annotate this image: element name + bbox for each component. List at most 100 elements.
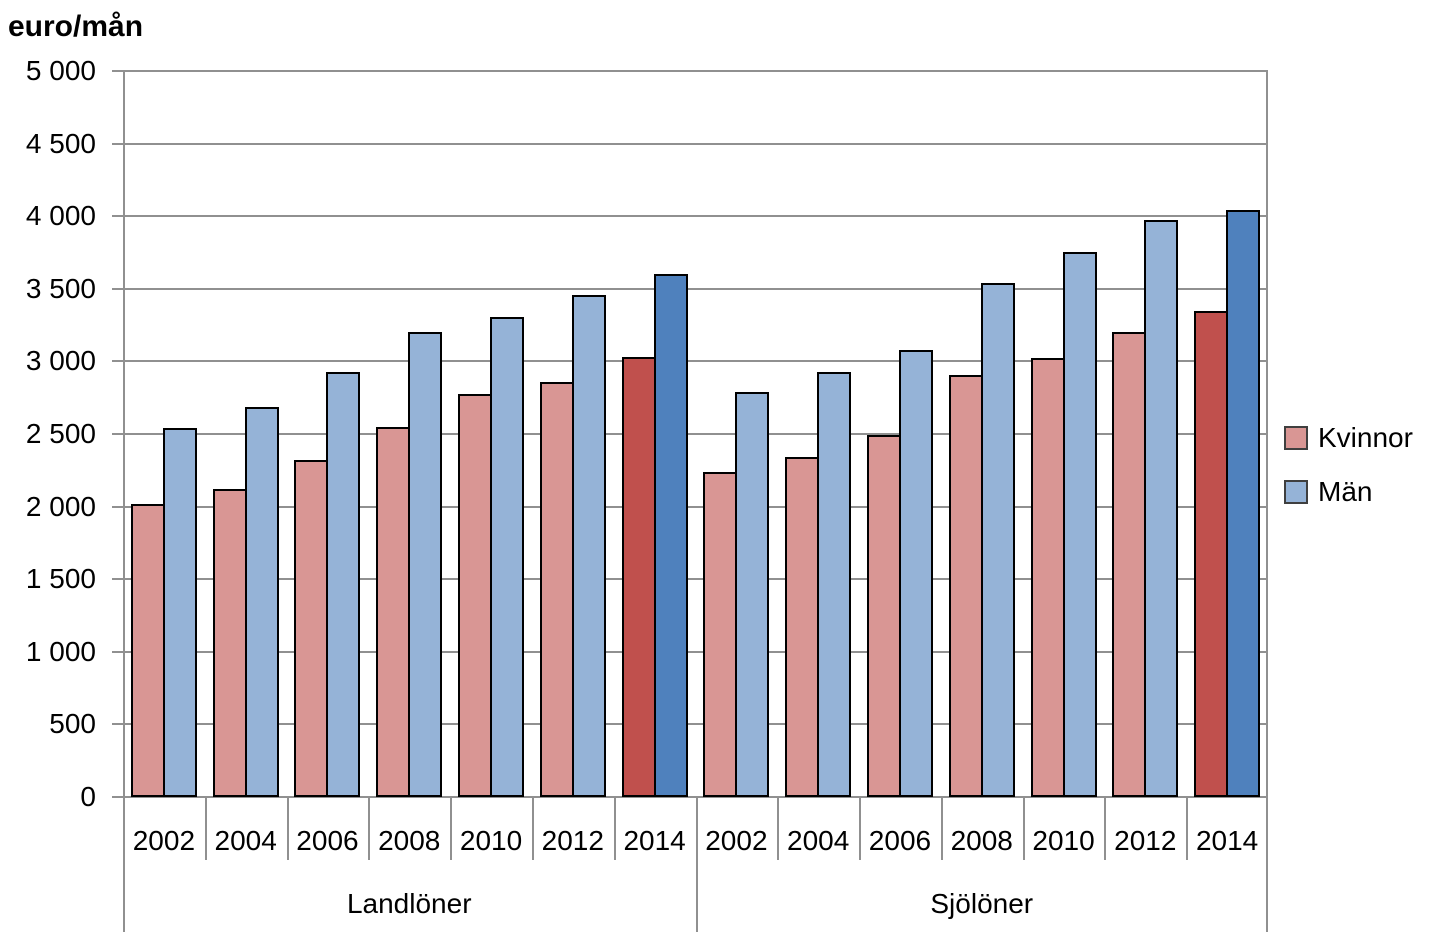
gridline-4000 bbox=[123, 215, 1268, 218]
year-separator bbox=[368, 797, 370, 860]
y-axis-tick bbox=[112, 70, 130, 72]
bar-landloner-2006-kvinnor bbox=[294, 460, 328, 797]
legend-item-kvinnor: Kvinnor bbox=[1284, 422, 1413, 454]
x-tick-2012: 2012 bbox=[1114, 825, 1177, 856]
y-axis-label-3500: 3 500 bbox=[25, 272, 96, 304]
bar-landloner-2012-kvinnor bbox=[540, 382, 574, 797]
x-tick-2014: 2014 bbox=[1195, 825, 1259, 856]
bar-sjoloner-2012-kvinnor bbox=[1112, 332, 1146, 797]
gridline-1500 bbox=[123, 578, 1268, 581]
y-axis-label-500: 500 bbox=[49, 708, 96, 740]
x-tick-2002: 2002 bbox=[705, 825, 768, 856]
bar-landloner-2012-man bbox=[572, 295, 606, 797]
legend-label-man: Män bbox=[1318, 476, 1373, 507]
y-axis-label-1500: 1 500 bbox=[25, 563, 96, 595]
x-tick-2010: 2010 bbox=[1032, 825, 1095, 856]
bar-landloner-2004-man bbox=[245, 407, 279, 797]
x-tick-2006: 2006 bbox=[868, 825, 932, 856]
bar-sjoloner-2004-kvinnor bbox=[785, 457, 819, 797]
y-axis-label-5000: 5 000 bbox=[25, 55, 96, 86]
gridline-1000 bbox=[123, 650, 1268, 653]
y-axis-label-1000: 1 000 bbox=[25, 635, 96, 667]
year-separator bbox=[859, 797, 861, 860]
bar-landloner-2014-kvinnor bbox=[622, 357, 656, 797]
x-tick-2012: 2012 bbox=[541, 825, 604, 856]
y-axis-tick bbox=[112, 287, 130, 290]
y-axis-line bbox=[123, 71, 125, 797]
bar-sjoloner-2010-man bbox=[1063, 252, 1097, 797]
year-separator bbox=[532, 797, 534, 860]
gridline-4500 bbox=[123, 142, 1268, 145]
group-separator bbox=[123, 797, 125, 932]
gridline-2000 bbox=[123, 505, 1268, 508]
x-tick-2004: 2004 bbox=[787, 825, 850, 856]
year-separator bbox=[1104, 797, 1106, 860]
legend-item-man: Män bbox=[1284, 476, 1413, 508]
gridline-500 bbox=[123, 723, 1268, 726]
bar-sjoloner-2006-kvinnor bbox=[867, 435, 901, 797]
year-separator bbox=[205, 797, 207, 860]
y-axis-tick bbox=[112, 650, 130, 653]
bar-landloner-2002-man bbox=[163, 428, 197, 797]
chart-title: euro/mån bbox=[8, 10, 144, 43]
y-axis-tick bbox=[112, 433, 130, 435]
group-label-sjoloner: Sjölöner bbox=[930, 888, 1034, 919]
group-separator bbox=[1266, 797, 1268, 932]
y-axis-tick bbox=[112, 723, 130, 726]
bar-sjoloner-2004-man bbox=[817, 372, 851, 797]
bar-landloner-2010-kvinnor bbox=[458, 394, 492, 797]
x-tick-2010: 2010 bbox=[459, 825, 523, 856]
bar-landloner-2008-man bbox=[408, 332, 442, 797]
x-tick-2008: 2008 bbox=[378, 825, 441, 856]
x-tick-2008: 2008 bbox=[950, 825, 1013, 856]
bar-landloner-2004-kvinnor bbox=[213, 489, 247, 797]
year-separator bbox=[777, 797, 779, 860]
y-axis-label-4000: 4 000 bbox=[25, 200, 96, 232]
x-tick-2002: 2002 bbox=[132, 825, 196, 856]
bar-sjoloner-2002-man bbox=[735, 392, 769, 797]
y-axis-label-2000: 2 000 bbox=[25, 490, 96, 522]
bar-sjoloner-2014-kvinnor bbox=[1194, 311, 1228, 797]
y-axis-tick bbox=[112, 796, 130, 798]
bar-sjoloner-2006-man bbox=[899, 350, 933, 797]
group-label-landloner: Landlöner bbox=[346, 888, 472, 919]
gridline-2500 bbox=[123, 433, 1268, 435]
year-separator bbox=[614, 797, 616, 860]
bar-sjoloner-2010-kvinnor bbox=[1031, 358, 1065, 797]
year-separator bbox=[287, 797, 289, 860]
gridline-5000 bbox=[123, 70, 1268, 72]
y-axis-label-0: 0 bbox=[80, 781, 96, 812]
bar-landloner-2006-man bbox=[326, 372, 360, 797]
legend-label-kvinnor: Kvinnor bbox=[1318, 422, 1413, 453]
bar-sjoloner-2002-kvinnor bbox=[703, 472, 737, 797]
bar-landloner-2010-man bbox=[490, 317, 524, 797]
year-separator bbox=[1023, 797, 1025, 860]
x-tick-2014: 2014 bbox=[623, 825, 686, 856]
x-tick-2006: 2006 bbox=[296, 825, 359, 856]
bar-landloner-2008-kvinnor bbox=[376, 427, 410, 797]
gridline-3000 bbox=[123, 360, 1268, 363]
bar-sjoloner-2008-man bbox=[981, 283, 1015, 797]
gridline-3500 bbox=[123, 287, 1268, 290]
year-separator bbox=[1186, 797, 1188, 860]
y-axis-label-2500: 2 500 bbox=[25, 418, 96, 449]
y-axis-label-3000: 3 000 bbox=[25, 345, 96, 377]
year-separator bbox=[941, 797, 943, 860]
legend: Kvinnor Män bbox=[1284, 422, 1413, 530]
y-axis-tick bbox=[112, 360, 130, 363]
y-axis-tick bbox=[112, 142, 130, 145]
bar-landloner-2014-man bbox=[654, 274, 688, 797]
y-axis-tick bbox=[112, 215, 130, 218]
plot-right-border bbox=[1266, 71, 1268, 797]
y-axis-tick bbox=[112, 578, 130, 581]
bar-sjoloner-2014-man bbox=[1226, 210, 1260, 797]
legend-swatch-kvinnor-icon bbox=[1284, 426, 1308, 450]
group-separator bbox=[696, 797, 698, 932]
x-tick-2004: 2004 bbox=[214, 825, 277, 856]
year-separator bbox=[450, 797, 452, 860]
bar-landloner-2002-kvinnor bbox=[131, 504, 165, 797]
y-axis-tick bbox=[112, 505, 130, 508]
legend-swatch-man-icon bbox=[1284, 480, 1308, 504]
y-axis-label-4500: 4 500 bbox=[25, 127, 96, 159]
bar-sjoloner-2012-man bbox=[1144, 220, 1178, 797]
